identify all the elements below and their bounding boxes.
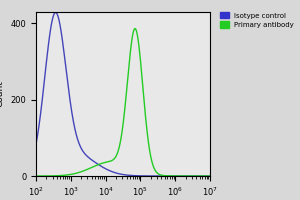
Y-axis label: Count: Count <box>0 81 5 107</box>
Legend: Isotype control, Primary antibody: Isotype control, Primary antibody <box>220 12 294 28</box>
